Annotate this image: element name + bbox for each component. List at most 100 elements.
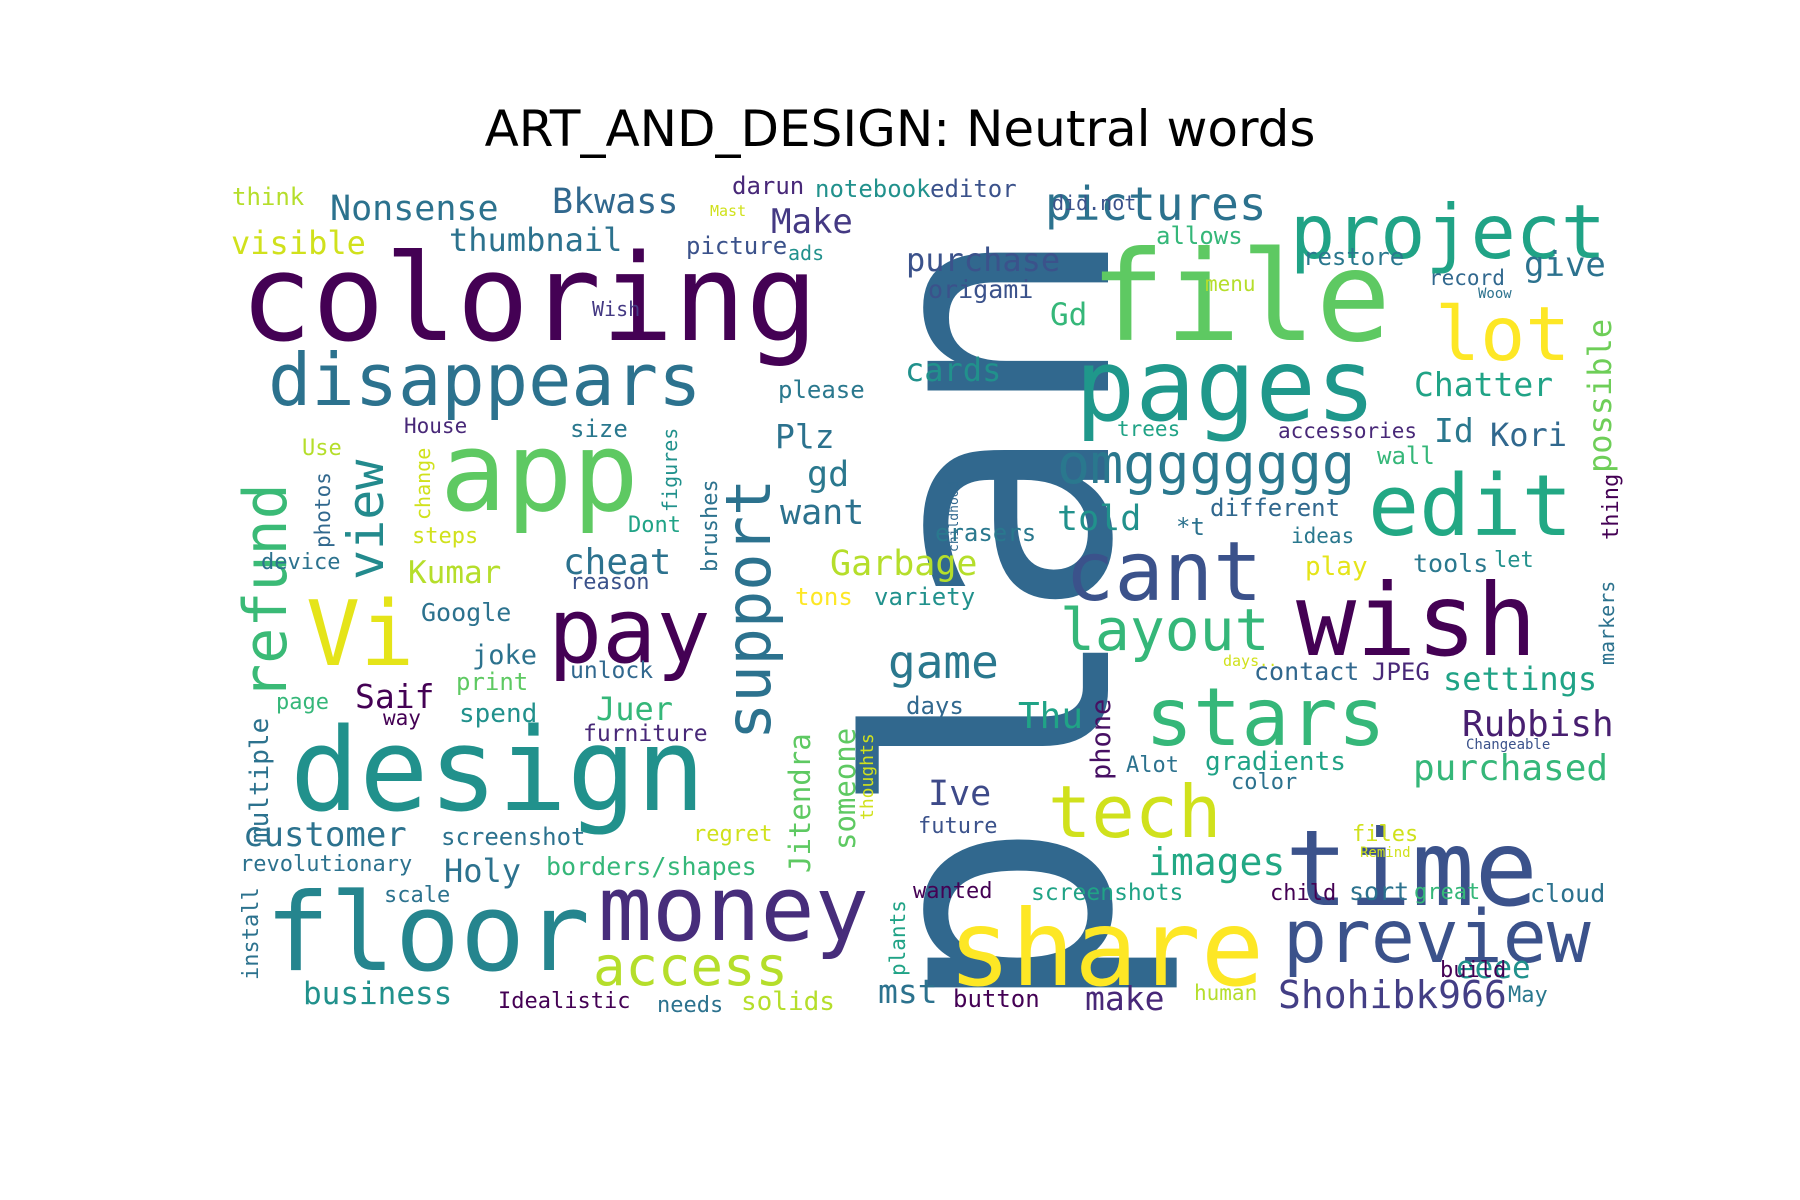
- word-45: possible: [1581, 319, 1619, 473]
- word-18: cant: [1065, 525, 1262, 620]
- word-74: picture: [686, 232, 787, 260]
- word-103: ideas: [1291, 524, 1354, 548]
- word-67: eeee: [1456, 950, 1531, 986]
- word-53: cheat: [563, 542, 671, 583]
- word-63: Holy: [444, 852, 521, 890]
- word-149: human: [1194, 981, 1257, 1005]
- word-12: pay: [548, 579, 711, 684]
- word-113: print: [456, 668, 528, 696]
- word-73: Mast: [710, 202, 746, 220]
- word-96: accessories: [1278, 419, 1417, 443]
- word-36: Nonsense: [330, 189, 499, 229]
- chart-title: ART_AND_DESIGN: Neutral words: [484, 100, 1316, 158]
- word-109: variety: [874, 583, 975, 611]
- word-116: way: [383, 706, 421, 730]
- word-126: Alot: [1126, 753, 1179, 778]
- word-134: scale: [384, 883, 450, 908]
- word-24: access: [593, 935, 788, 998]
- word-90: figures: [658, 428, 682, 512]
- word-135: wanted: [913, 879, 992, 904]
- word-89: steps: [412, 524, 478, 549]
- word-28: game: [888, 635, 999, 689]
- word-142: plants: [886, 900, 910, 976]
- word-13: project: [1290, 188, 1606, 276]
- word-65: make: [1085, 979, 1164, 1018]
- word-41: purchase: [906, 241, 1060, 279]
- word-127: color: [1231, 770, 1297, 795]
- word-7: share: [948, 888, 1264, 1010]
- word-44: Chatter: [1414, 365, 1553, 404]
- word-120: JPEG: [1372, 658, 1430, 686]
- word-101: erasers: [935, 519, 1036, 547]
- word-6: floor: [265, 871, 590, 996]
- word-2: file: [1090, 225, 1391, 370]
- word-58: someone: [828, 728, 862, 850]
- word-130: files: [1352, 822, 1418, 847]
- word-146: needs: [657, 993, 723, 1018]
- word-108: tons: [795, 583, 853, 611]
- word-88: change: [411, 448, 435, 520]
- word-111: joke: [472, 640, 537, 671]
- word-98: different: [1210, 494, 1340, 522]
- word-76: did.not: [1052, 191, 1136, 215]
- word-129: regret: [693, 822, 772, 847]
- word-128: screenshot: [441, 823, 586, 851]
- word-93: device: [261, 550, 340, 575]
- word-133: borders/shapes: [546, 852, 757, 881]
- word-139: great: [1414, 880, 1480, 905]
- word-144: May: [1508, 983, 1548, 1008]
- word-140: cloud: [1530, 879, 1605, 908]
- word-138: sort: [1349, 877, 1409, 906]
- word-46: Kori: [1490, 416, 1567, 454]
- word-92: Dont: [628, 513, 681, 538]
- word-0: plan: [802, 223, 1186, 1018]
- word-1: coloring: [240, 230, 818, 369]
- word-117: furniture: [583, 721, 708, 747]
- word-110: Google: [421, 598, 511, 627]
- word-61: settings: [1443, 660, 1597, 698]
- word-87: photos: [311, 472, 335, 548]
- word-114: spend: [459, 699, 537, 729]
- word-94: reason: [570, 570, 649, 595]
- word-27: pictures: [1045, 177, 1267, 231]
- word-64: business: [303, 976, 452, 1012]
- word-62: gradients: [1205, 747, 1346, 777]
- word-32: Rubbish: [1462, 704, 1614, 745]
- word-122: Changeable: [1466, 737, 1550, 753]
- word-34: customer: [243, 815, 407, 855]
- word-40: Make: [771, 202, 853, 242]
- word-105: let: [1494, 548, 1534, 573]
- word-84: size: [570, 415, 628, 443]
- word-124: thoughts: [857, 733, 878, 820]
- word-21: support: [712, 479, 785, 740]
- word-143: build: [1440, 958, 1506, 983]
- word-38: thumbnail: [449, 221, 622, 259]
- word-95: trees: [1117, 417, 1180, 441]
- word-3: app: [440, 408, 639, 536]
- word-118: days: [906, 692, 964, 720]
- word-11: preview: [1283, 895, 1591, 980]
- word-60: phone: [1086, 699, 1117, 780]
- word-56: Juer: [596, 690, 673, 728]
- word-50: gd: [807, 455, 849, 495]
- word-57: Jitendra: [783, 733, 817, 873]
- word-121: days..: [1223, 652, 1277, 670]
- word-112: unlock: [570, 658, 653, 684]
- word-37: Bkwass: [552, 182, 678, 222]
- word-148: button: [953, 985, 1040, 1013]
- word-30: Ive: [928, 774, 991, 814]
- word-25: omggggggg: [1057, 432, 1355, 496]
- word-123: multiple: [245, 718, 275, 843]
- word-91: brushes: [698, 479, 723, 572]
- word-39: visible: [231, 224, 366, 262]
- word-85: House: [404, 414, 467, 438]
- word-43: give: [1524, 245, 1606, 285]
- word-145: Idealistic: [498, 989, 630, 1014]
- word-10: money: [598, 857, 869, 962]
- word-125: future: [918, 814, 997, 839]
- word-77: allows: [1156, 222, 1243, 250]
- word-48: cards: [905, 351, 1001, 389]
- word-35: Garbage: [830, 544, 978, 584]
- word-42: origami: [928, 275, 1033, 304]
